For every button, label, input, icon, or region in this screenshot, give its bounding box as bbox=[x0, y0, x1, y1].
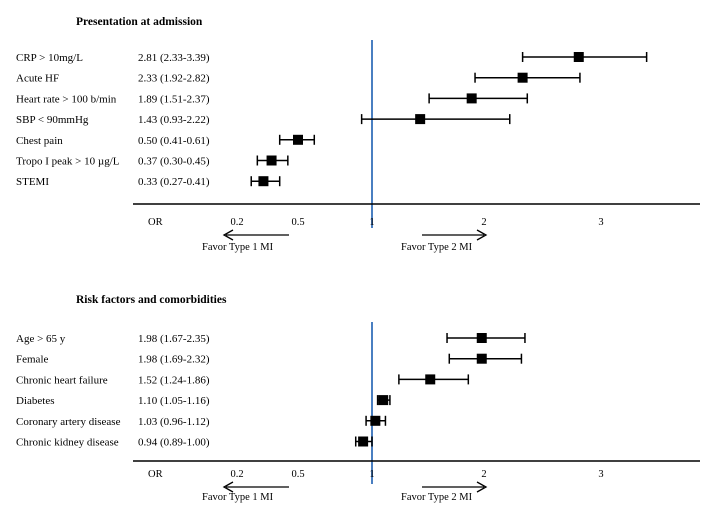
row-ci-text: 1.52 (1.24-1.86) bbox=[138, 374, 210, 386]
row-label: CRP > 10mg/L bbox=[16, 52, 83, 64]
or-point-marker bbox=[370, 415, 381, 426]
favor-left-label: Favor Type 1 MI bbox=[202, 242, 274, 253]
chart-title: Presentation at admission bbox=[76, 16, 203, 28]
x-axis-label: OR bbox=[148, 217, 163, 228]
or-point-marker bbox=[293, 134, 303, 145]
x-tick-label: 2 bbox=[481, 469, 486, 480]
row-label: Tropo I peak > 10 µg/L bbox=[16, 156, 120, 168]
x-tick-label: 0.2 bbox=[230, 469, 243, 480]
row-label: Chest pain bbox=[16, 135, 63, 147]
favor-left-label: Favor Type 1 MI bbox=[202, 492, 274, 503]
chart-title: Risk factors and comorbidities bbox=[76, 294, 227, 306]
or-point-marker bbox=[476, 353, 487, 364]
favor-right-label: Favor Type 2 MI bbox=[401, 492, 473, 503]
x-tick-label: 0.5 bbox=[291, 469, 304, 480]
or-point-marker bbox=[573, 52, 584, 62]
x-tick-label: 3 bbox=[598, 217, 603, 228]
or-point-marker bbox=[425, 374, 436, 385]
row-ci-text: 1.03 (0.96-1.12) bbox=[138, 416, 210, 428]
favor-left-arrow-head bbox=[222, 481, 234, 493]
row-ci-text: 0.94 (0.89-1.00) bbox=[138, 437, 210, 449]
or-point-marker bbox=[517, 72, 528, 83]
x-tick-label: 2 bbox=[481, 217, 486, 228]
row-label: Acute HF bbox=[16, 73, 59, 85]
row-ci-text: 2.33 (1.92-2.82) bbox=[138, 73, 210, 85]
favor-left-arrow-head bbox=[222, 229, 234, 241]
row-ci-text: 0.37 (0.30-0.45) bbox=[138, 156, 210, 168]
row-label: Heart rate > 100 b/min bbox=[16, 93, 117, 105]
or-point-marker bbox=[378, 395, 389, 406]
or-point-marker bbox=[466, 93, 477, 104]
row-label: Coronary artery disease bbox=[16, 416, 121, 428]
or-point-marker bbox=[266, 155, 277, 166]
or-point-marker bbox=[258, 176, 269, 187]
x-tick-label: 3 bbox=[598, 469, 603, 480]
row-ci-text: 2.81 (2.33-3.39) bbox=[138, 52, 210, 64]
or-point-marker bbox=[358, 436, 369, 447]
row-label: Age > 65 y bbox=[16, 333, 66, 345]
or-point-marker bbox=[415, 114, 426, 125]
x-tick-label: 0.5 bbox=[291, 217, 304, 228]
row-label: Female bbox=[16, 354, 48, 366]
row-ci-text: 1.89 (1.51-2.37) bbox=[138, 93, 210, 105]
row-ci-text: 1.98 (1.69-2.32) bbox=[138, 354, 210, 366]
favor-right-arrow-head bbox=[476, 481, 488, 493]
row-label: Diabetes bbox=[16, 395, 54, 407]
row-label: SBP < 90mmHg bbox=[16, 114, 89, 126]
row-label: STEMI bbox=[16, 176, 49, 188]
row-ci-text: 0.50 (0.41-0.61) bbox=[138, 135, 210, 147]
row-ci-text: 1.43 (0.93-2.22) bbox=[138, 114, 210, 126]
row-ci-text: 0.33 (0.27-0.41) bbox=[138, 176, 210, 188]
row-ci-text: 1.10 (1.05-1.16) bbox=[138, 395, 210, 407]
favor-right-label: Favor Type 2 MI bbox=[401, 242, 473, 253]
x-tick-label: 1 bbox=[369, 217, 374, 228]
row-ci-text: 1.98 (1.67-2.35) bbox=[138, 333, 210, 345]
x-tick-label: 0.2 bbox=[230, 217, 243, 228]
row-label: Chronic kidney disease bbox=[16, 437, 119, 449]
or-point-marker bbox=[476, 333, 487, 343]
row-label: Chronic heart failure bbox=[16, 374, 108, 386]
favor-right-arrow-head bbox=[476, 229, 488, 241]
x-axis-label: OR bbox=[148, 469, 163, 480]
x-tick-label: 1 bbox=[369, 469, 374, 480]
